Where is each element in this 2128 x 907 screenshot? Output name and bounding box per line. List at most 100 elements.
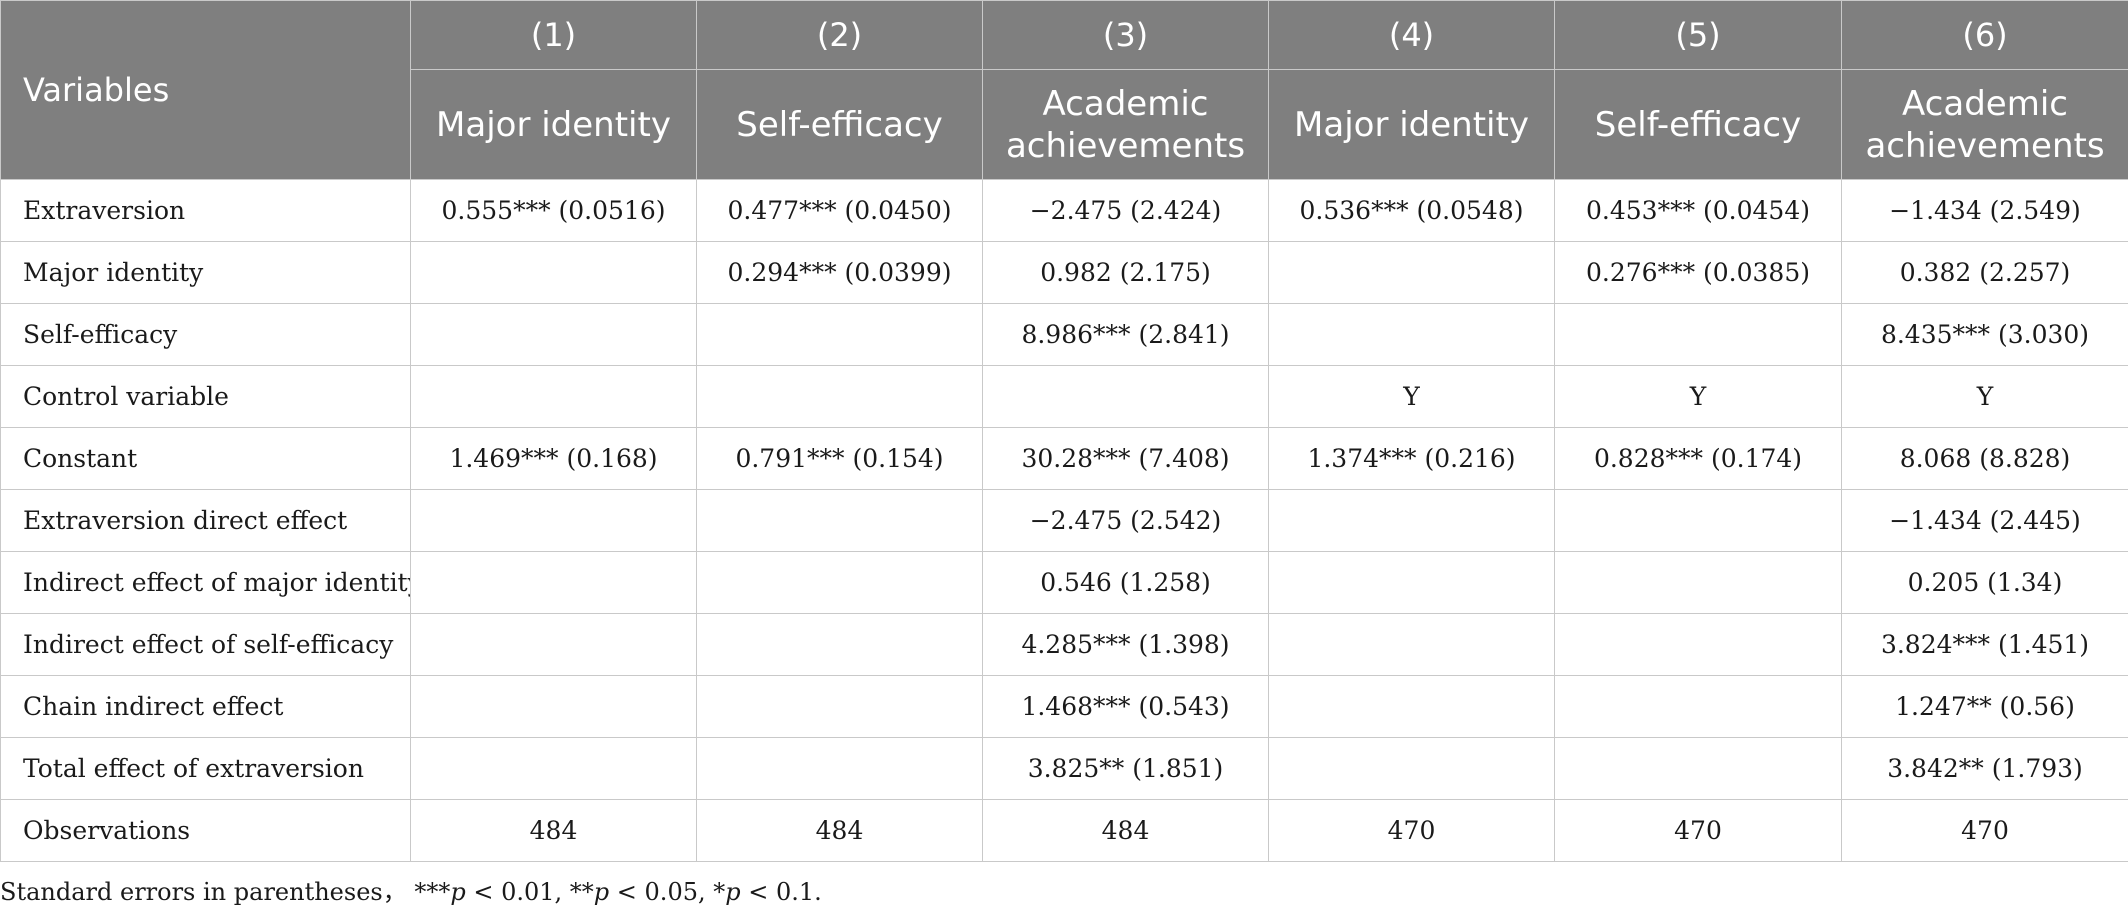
footnote-stars: ** [570, 878, 594, 906]
table-cell: 470 [1842, 800, 2128, 862]
table-cell: 0.546 (1.258) [983, 552, 1269, 614]
footnote-stars: * [713, 878, 725, 906]
column-number: (4) [1269, 1, 1555, 70]
table-cell: 1.469*** (0.168) [411, 428, 697, 490]
table-cell: −2.475 (2.424) [983, 180, 1269, 242]
row-label: Indirect effect of self-efficacy [1, 614, 411, 676]
row-label: Observations [1, 800, 411, 862]
column-name: Academic achievements [1842, 70, 2128, 180]
table-cell [697, 490, 983, 552]
table-cell: −1.434 (2.549) [1842, 180, 2128, 242]
table-cell: 484 [411, 800, 697, 862]
table-cell: 0.276*** (0.0385) [1555, 242, 1842, 304]
table-cell: 1.247** (0.56) [1842, 676, 2128, 738]
table-cell [697, 738, 983, 800]
table-cell: 8.068 (8.828) [1842, 428, 2128, 490]
variables-header: Variables [1, 1, 411, 180]
row-label: Extraversion [1, 180, 411, 242]
column-number: (1) [411, 1, 697, 70]
row-label: Constant [1, 428, 411, 490]
column-number: (3) [983, 1, 1269, 70]
column-number: (2) [697, 1, 983, 70]
footnote-threshold: < 0.05, [609, 878, 713, 906]
table-row: Indirect effect of major identity 0.546 (… [1, 552, 2128, 614]
table-cell [1269, 676, 1555, 738]
table-cell: Y [1269, 366, 1555, 428]
table-footnote: Standard errors in parentheses， ***p < 0… [0, 872, 822, 907]
table-cell [697, 676, 983, 738]
table-cell: Y [1842, 366, 2128, 428]
table-cell [1555, 676, 1842, 738]
table-cell: −2.475 (2.542) [983, 490, 1269, 552]
table-cell: 470 [1555, 800, 1842, 862]
table-cell [1269, 614, 1555, 676]
footnote-threshold: < 0.01, [466, 878, 570, 906]
table-cell: 0.555*** (0.0516) [411, 180, 697, 242]
footnote-p: p [594, 878, 609, 906]
table-cell [411, 366, 697, 428]
table-header: Variables (1) (2) (3) (4) (5) (6) Major … [1, 1, 2128, 180]
table-cell [411, 490, 697, 552]
column-name: Major identity [1269, 70, 1555, 180]
row-label: Control variable [1, 366, 411, 428]
table-cell: 1.468*** (0.543) [983, 676, 1269, 738]
footnote-lead: Standard errors in parentheses， [0, 878, 407, 906]
row-label: Extraversion direct effect [1, 490, 411, 552]
table-cell: 484 [697, 800, 983, 862]
table-cell: 3.825** (1.851) [983, 738, 1269, 800]
table-cell [697, 614, 983, 676]
row-label: Major identity [1, 242, 411, 304]
table-cell: −1.434 (2.445) [1842, 490, 2128, 552]
table-cell: 8.435*** (3.030) [1842, 304, 2128, 366]
table-cell [1269, 552, 1555, 614]
table-cell: 4.285*** (1.398) [983, 614, 1269, 676]
table-cell: 0.294*** (0.0399) [697, 242, 983, 304]
table-cell [411, 614, 697, 676]
table-cell: 1.374*** (0.216) [1269, 428, 1555, 490]
footnote-stars: *** [414, 878, 450, 906]
table-cell: 0.828*** (0.174) [1555, 428, 1842, 490]
table-cell [1555, 304, 1842, 366]
table-cell [1555, 490, 1842, 552]
table-cell [411, 242, 697, 304]
row-label: Indirect effect of major identity [1, 552, 411, 614]
table-cell [411, 738, 697, 800]
table-cell: Y [1555, 366, 1842, 428]
table-cell [1555, 552, 1842, 614]
table-row: Total effect of extraversion 3.825** (1.8… [1, 738, 2128, 800]
results-table: Variables (1) (2) (3) (4) (5) (6) Major … [0, 0, 2128, 862]
row-label: Self-efficacy [1, 304, 411, 366]
column-name: Self-efficacy [697, 70, 983, 180]
table-cell: 3.824*** (1.451) [1842, 614, 2128, 676]
table-cell: 30.28*** (7.408) [983, 428, 1269, 490]
table-cell [1555, 614, 1842, 676]
table-cell [697, 552, 983, 614]
column-name: Major identity [411, 70, 697, 180]
table-cell: 3.842** (1.793) [1842, 738, 2128, 800]
table-cell [1555, 738, 1842, 800]
column-number: (5) [1555, 1, 1842, 70]
table-cell [411, 552, 697, 614]
footnote-threshold: < 0.1. [741, 878, 822, 906]
header-number-row: Variables (1) (2) (3) (4) (5) (6) [1, 1, 2128, 70]
footnote-p: p [725, 878, 740, 906]
table-cell [1269, 304, 1555, 366]
table-cell: 0.205 (1.34) [1842, 552, 2128, 614]
footnote-p: p [450, 878, 465, 906]
table-cell [411, 676, 697, 738]
table-cell: 0.453*** (0.0454) [1555, 180, 1842, 242]
table-cell: 8.986*** (2.841) [983, 304, 1269, 366]
table-cell [411, 304, 697, 366]
table-cell: 0.536*** (0.0548) [1269, 180, 1555, 242]
row-label: Total effect of extraversion [1, 738, 411, 800]
table-cell: 484 [983, 800, 1269, 862]
table-cell: 0.382 (2.257) [1842, 242, 2128, 304]
table-row: Extraversion direct effect −2.475 (2.542)… [1, 490, 2128, 552]
table-cell [1269, 242, 1555, 304]
